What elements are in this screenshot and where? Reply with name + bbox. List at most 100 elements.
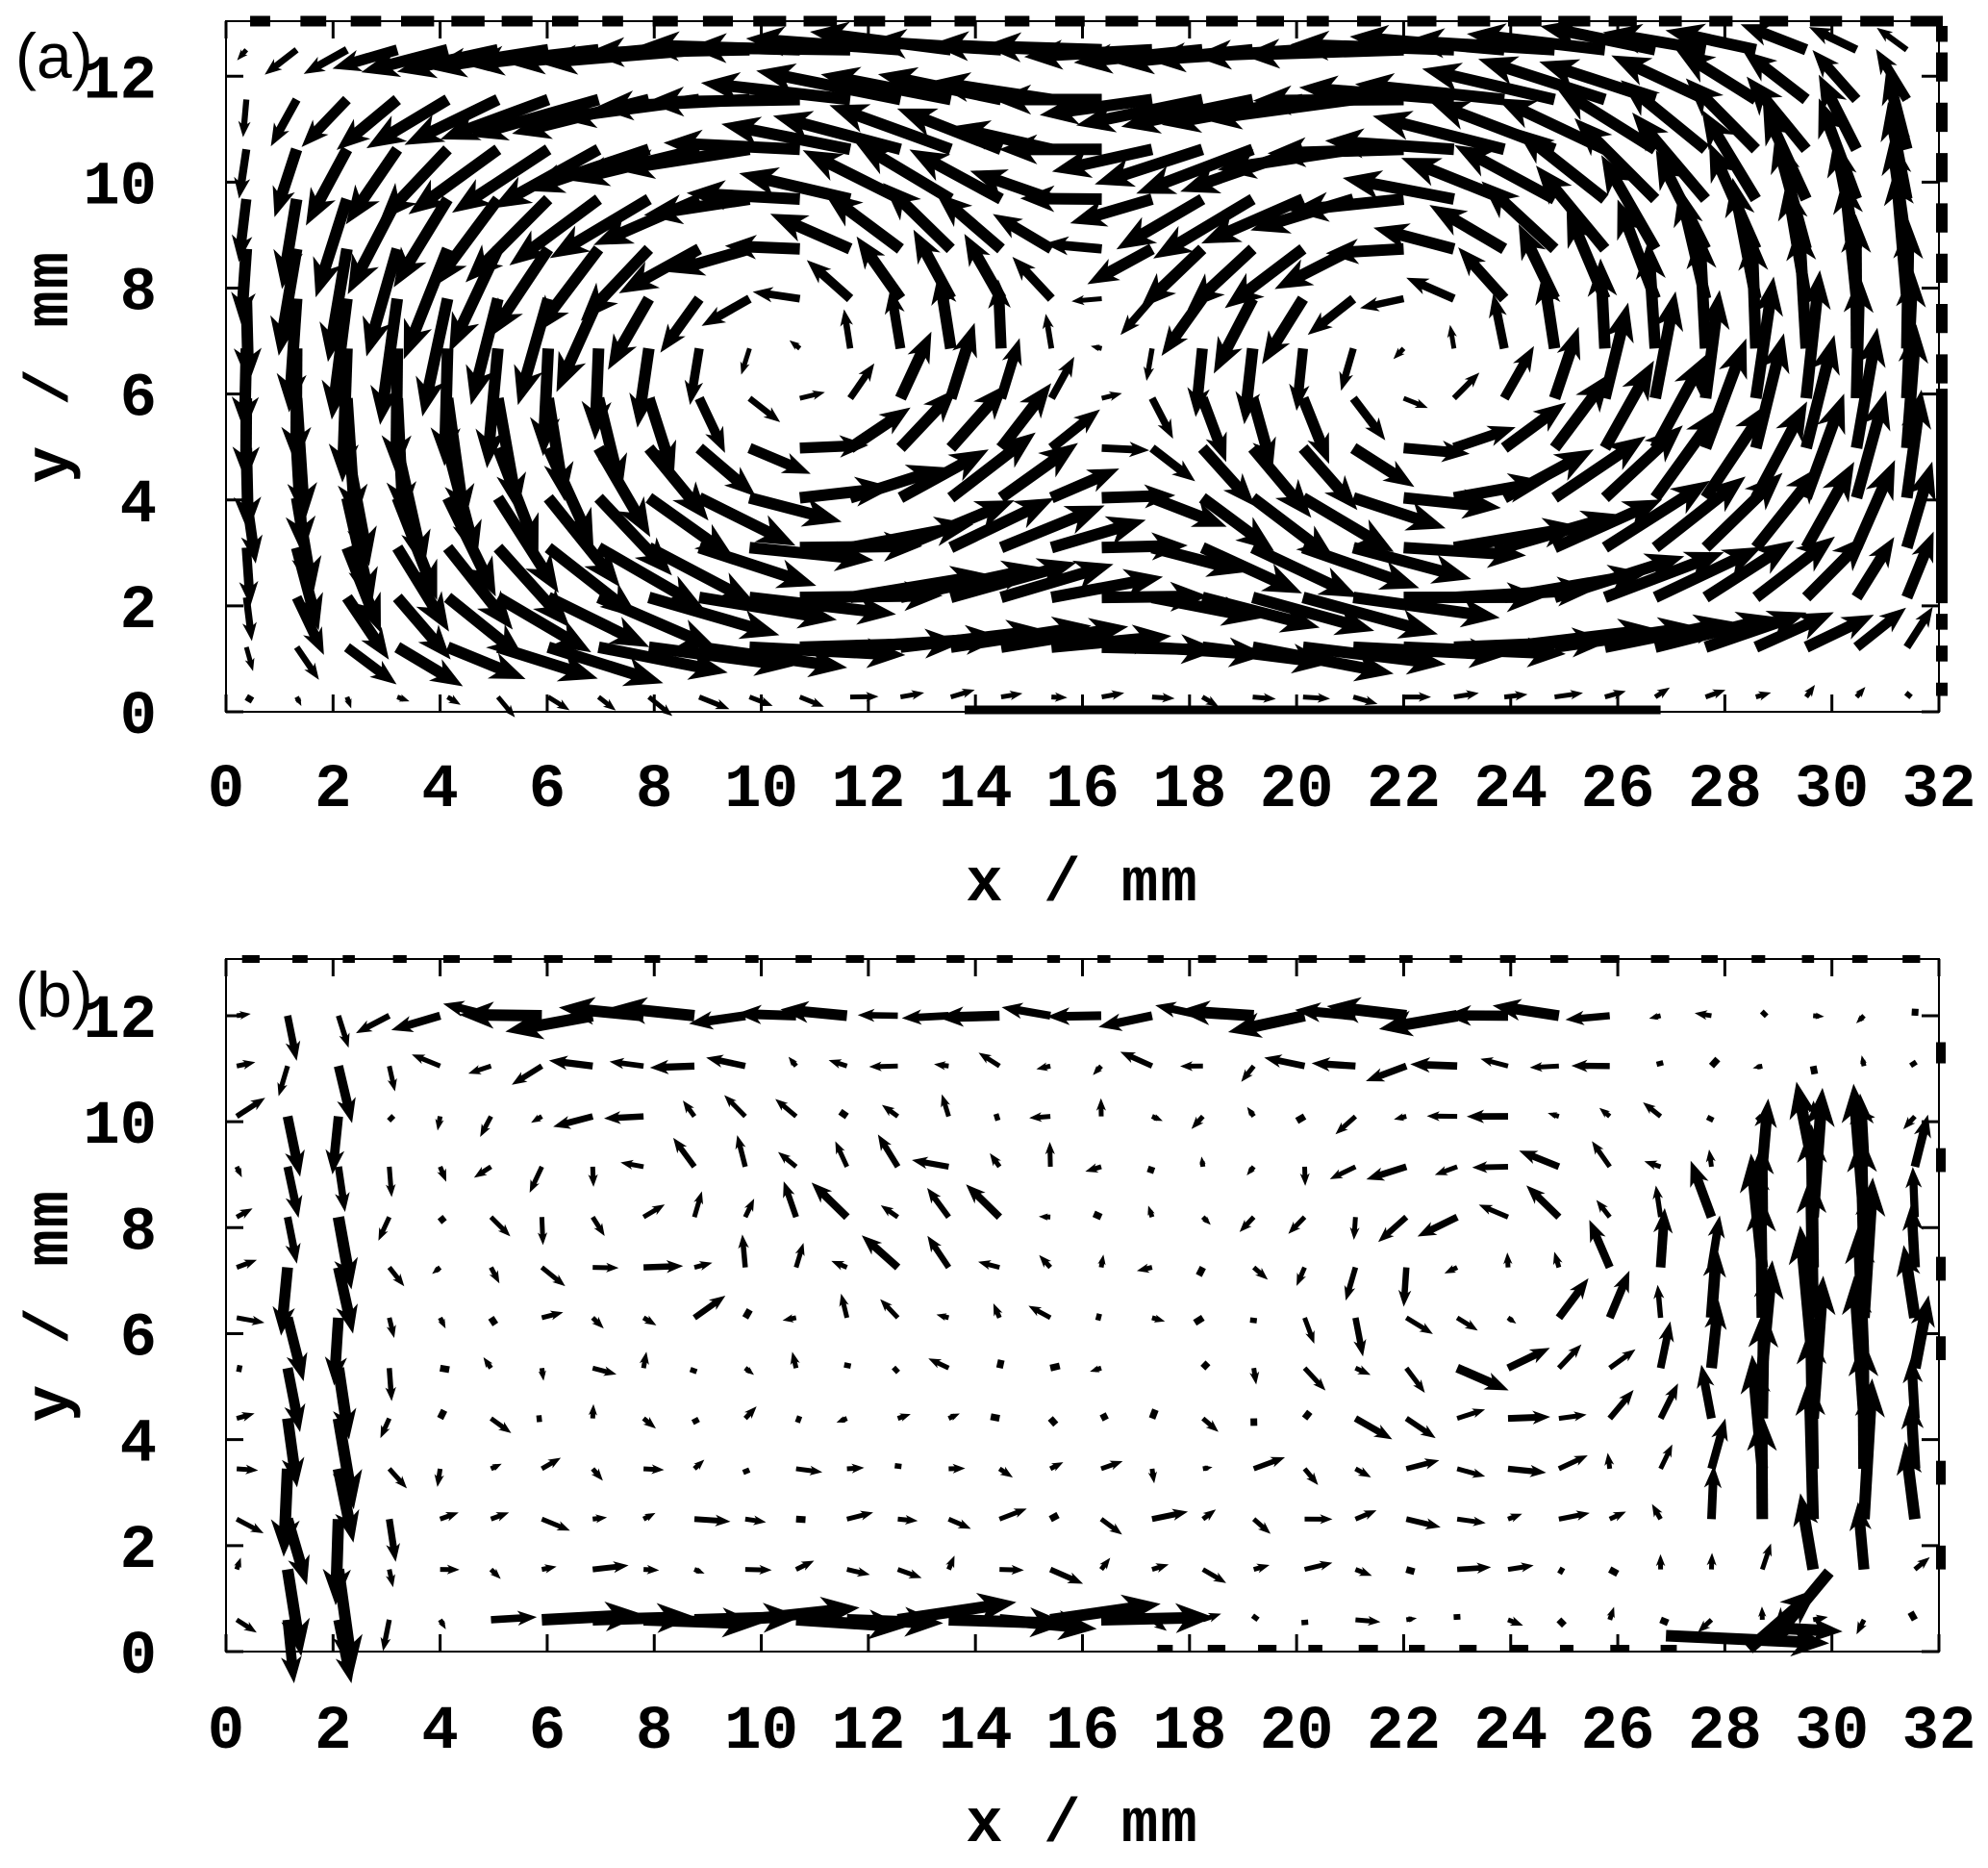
vector-arrow xyxy=(1651,486,1731,553)
vector-arrow xyxy=(235,1209,247,1220)
vector-arrow-head xyxy=(392,1273,405,1287)
vector-arrow-head xyxy=(1868,537,1895,569)
vector-arrow-head xyxy=(444,1511,459,1522)
vector-arrow-head xyxy=(272,185,295,217)
vector-arrow-head xyxy=(1180,164,1222,193)
vector-arrow-head xyxy=(1305,1330,1315,1344)
vector-arrow xyxy=(1705,1115,1715,1123)
vector-arrow-head xyxy=(1298,75,1339,106)
vector-arrow xyxy=(926,155,1004,205)
vector-arrow xyxy=(236,1364,243,1373)
vector-arrow xyxy=(1557,1566,1566,1576)
vector-arrow xyxy=(1501,455,1576,503)
vector-arrow xyxy=(1809,1065,1819,1075)
vector-arrow xyxy=(1527,1151,1561,1171)
vector-arrow-head xyxy=(1902,1356,1924,1384)
vector-arrow-head xyxy=(529,1179,540,1193)
vector-arrow xyxy=(1701,484,1771,552)
vector-arrow xyxy=(1148,396,1171,431)
vector-arrow xyxy=(1650,422,1712,502)
x-tick-label: 22 xyxy=(1367,756,1441,825)
vector-arrow xyxy=(237,148,251,188)
vector-arrow-head xyxy=(543,461,574,502)
vector-arrow-head xyxy=(738,1234,749,1250)
vector-arrow-head xyxy=(1241,1069,1253,1082)
vector-arrow xyxy=(1299,492,1377,545)
vector-arrow xyxy=(387,1317,395,1331)
vector-arrow-head xyxy=(338,483,368,523)
vector-arrow xyxy=(1249,1317,1258,1324)
vector-arrow-head xyxy=(811,1182,833,1203)
vector-arrow xyxy=(1048,1566,1076,1583)
vector-arrow xyxy=(1798,1511,1820,1571)
vector-arrow-head xyxy=(1509,1513,1522,1523)
vector-arrow xyxy=(946,395,998,452)
vector-arrow xyxy=(1441,1164,1458,1175)
vector-arrow xyxy=(439,348,454,443)
vector-arrow-head xyxy=(756,63,797,93)
vector-arrow-head xyxy=(1414,398,1428,409)
vector-arrow-head xyxy=(543,1564,557,1574)
vector-arrow-head xyxy=(1529,1464,1547,1477)
vector-arrow xyxy=(274,147,303,202)
vector-arrow-head xyxy=(1621,499,1663,529)
vector-arrow-head xyxy=(1039,1213,1048,1221)
vector-arrow-head xyxy=(642,1417,657,1429)
vector-arrow-head xyxy=(339,1032,350,1048)
vector-arrow-head xyxy=(811,390,825,400)
vector-arrow-head xyxy=(381,435,412,474)
vector-arrow-head xyxy=(927,1235,942,1253)
vector-arrow-head xyxy=(1706,1552,1717,1566)
vector-arrow-head xyxy=(1606,1606,1615,1619)
vector-arrow-head xyxy=(1307,432,1329,465)
vector-arrow-head xyxy=(1464,1320,1478,1331)
vector-arrow xyxy=(282,1316,305,1367)
vector-arrow-head xyxy=(1410,1057,1431,1073)
vector-arrow-head xyxy=(1513,345,1534,373)
x-tick-label: 26 xyxy=(1581,1698,1655,1767)
vector-arrow-head xyxy=(1665,1383,1678,1401)
vector-arrow xyxy=(1377,80,1505,106)
vector-arrow-head xyxy=(483,1356,493,1369)
vector-arrow-head xyxy=(1665,23,1706,54)
vector-arrow-head xyxy=(1619,1390,1634,1406)
vector-arrow-head xyxy=(1408,1616,1418,1623)
vector-arrow-head xyxy=(1413,1379,1425,1393)
y-tick-label: 6 xyxy=(120,366,157,435)
vector-arrow-head xyxy=(396,48,439,79)
vector-arrow-head xyxy=(505,1010,545,1040)
vector-arrow xyxy=(1239,243,1307,299)
vector-arrow xyxy=(1301,1409,1313,1421)
vector-arrow-head xyxy=(1705,1149,1716,1163)
vector-arrow-head xyxy=(1656,687,1671,699)
vector-arrow-head xyxy=(324,1356,347,1386)
vector-arrow-head xyxy=(281,1655,302,1684)
vector-arrow-head xyxy=(525,552,559,593)
x-tick-label: 4 xyxy=(421,756,458,825)
vector-arrow-head xyxy=(1146,42,1187,73)
vector-arrow xyxy=(930,1193,951,1220)
vector-arrow-head xyxy=(1050,1462,1064,1472)
plot-frame xyxy=(225,958,1940,1653)
vector-arrow-head xyxy=(961,688,975,698)
vector-arrow-head xyxy=(1532,402,1567,432)
vector-arrow-head xyxy=(649,1059,669,1074)
vector-arrow-head xyxy=(1459,597,1500,628)
vector-arrow xyxy=(1754,1114,1765,1123)
vector-arrow-head xyxy=(617,495,651,538)
vector-arrow-head xyxy=(1180,1061,1194,1072)
vector-arrow xyxy=(1150,1617,1163,1628)
vector-arrow-head xyxy=(1264,1054,1283,1069)
vector-arrow xyxy=(1100,392,1116,401)
vector-arrow-head xyxy=(241,1059,256,1070)
vector-arrow xyxy=(1500,409,1554,453)
vector-arrow-head xyxy=(239,1208,253,1219)
vector-arrow xyxy=(1248,492,1321,552)
vector-arrow xyxy=(536,1415,542,1423)
vector-arrow-head xyxy=(239,580,259,607)
vector-arrow xyxy=(1197,443,1246,496)
vector-arrow xyxy=(1193,1314,1205,1326)
vector-arrow xyxy=(1903,615,1930,649)
vector-arrow xyxy=(996,395,1044,452)
vector-arrow-head xyxy=(240,1412,255,1422)
